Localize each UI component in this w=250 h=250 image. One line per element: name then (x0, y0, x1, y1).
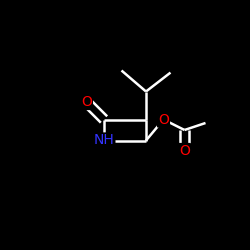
Text: O: O (81, 95, 92, 109)
Text: O: O (179, 144, 190, 158)
Text: O: O (158, 112, 169, 126)
Text: NH: NH (94, 134, 114, 147)
